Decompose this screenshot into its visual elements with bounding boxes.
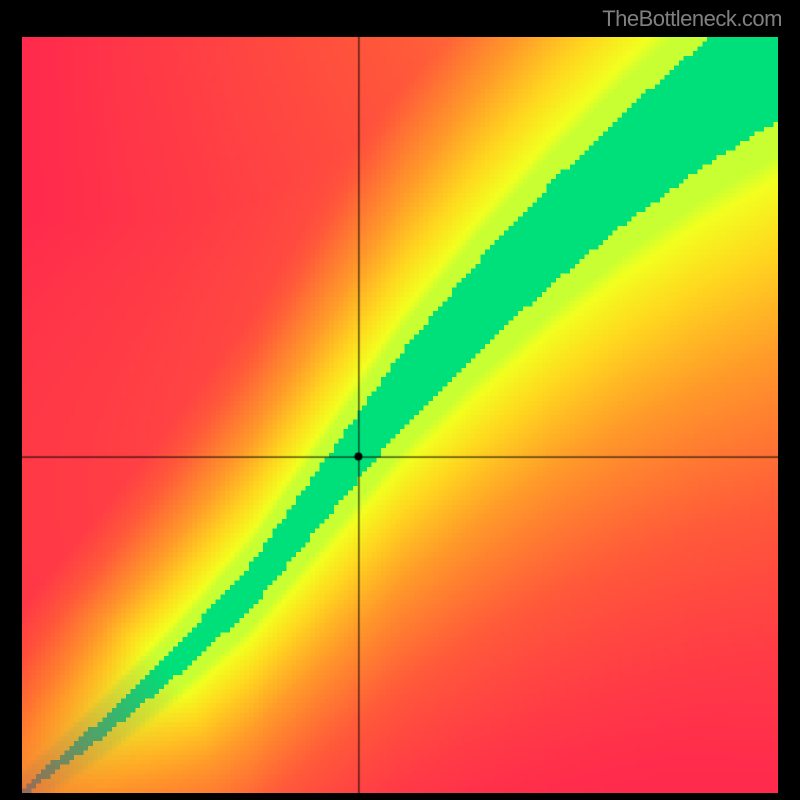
watermark-label: TheBottleneck.com <box>602 6 782 32</box>
crosshair-overlay <box>22 37 778 793</box>
